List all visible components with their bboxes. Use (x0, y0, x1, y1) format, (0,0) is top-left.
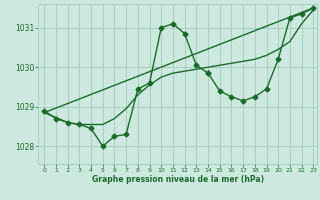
X-axis label: Graphe pression niveau de la mer (hPa): Graphe pression niveau de la mer (hPa) (92, 175, 264, 184)
